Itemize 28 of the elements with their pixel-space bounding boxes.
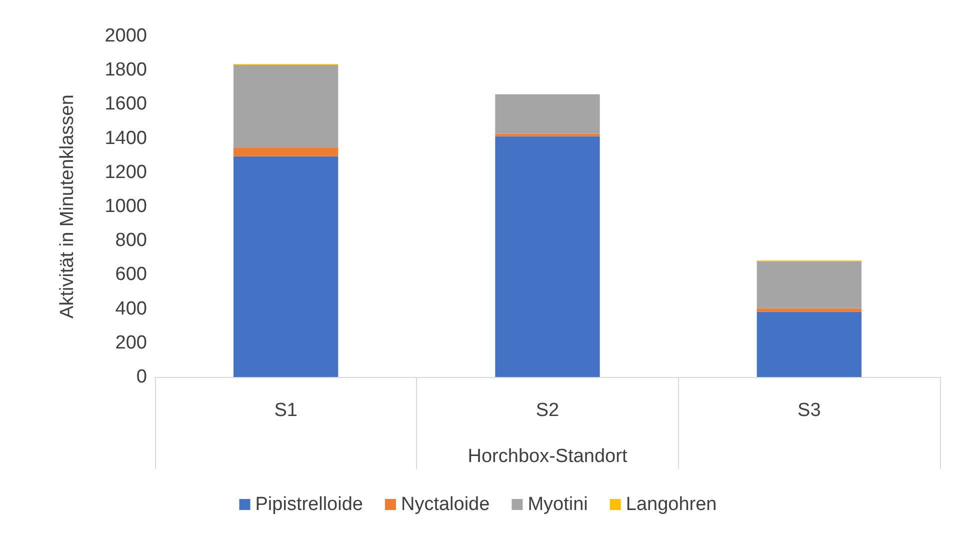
- y-tick-label: 1000: [104, 196, 147, 217]
- x-tick-label: S1: [274, 400, 298, 421]
- y-tick-label: 600: [115, 264, 147, 286]
- x-tick-label: S3: [798, 400, 821, 421]
- legend-label: Langohren: [626, 494, 717, 515]
- bar: [495, 94, 600, 134]
- bar: [495, 136, 600, 377]
- bar: [756, 261, 862, 308]
- x-axis-title: Horchbox-Standort: [468, 446, 628, 467]
- bar: [756, 312, 862, 377]
- x-tick-label: S2: [536, 400, 560, 421]
- y-tick-label: 200: [115, 332, 147, 354]
- y-tick-label: 2000: [104, 26, 147, 46]
- y-tick-label: 800: [115, 230, 147, 252]
- bar: [234, 64, 338, 148]
- y-tick-label: 0: [136, 366, 147, 388]
- bar: [495, 134, 600, 136]
- legend-label: Pipistrelloide: [255, 494, 363, 515]
- y-tick-label: 1400: [104, 128, 147, 149]
- legend-label: Myotini: [528, 494, 588, 515]
- y-axis-title: Aktivität in Minutenklassen: [57, 94, 78, 318]
- y-tick-label: 1200: [104, 162, 147, 183]
- bar: [234, 156, 338, 377]
- y-tick-label: 400: [115, 298, 147, 320]
- bar: [234, 147, 338, 156]
- legend-label: Nyctaloide: [400, 494, 490, 515]
- y-tick-label: 1800: [104, 60, 147, 81]
- y-tick-label: 1600: [104, 94, 147, 115]
